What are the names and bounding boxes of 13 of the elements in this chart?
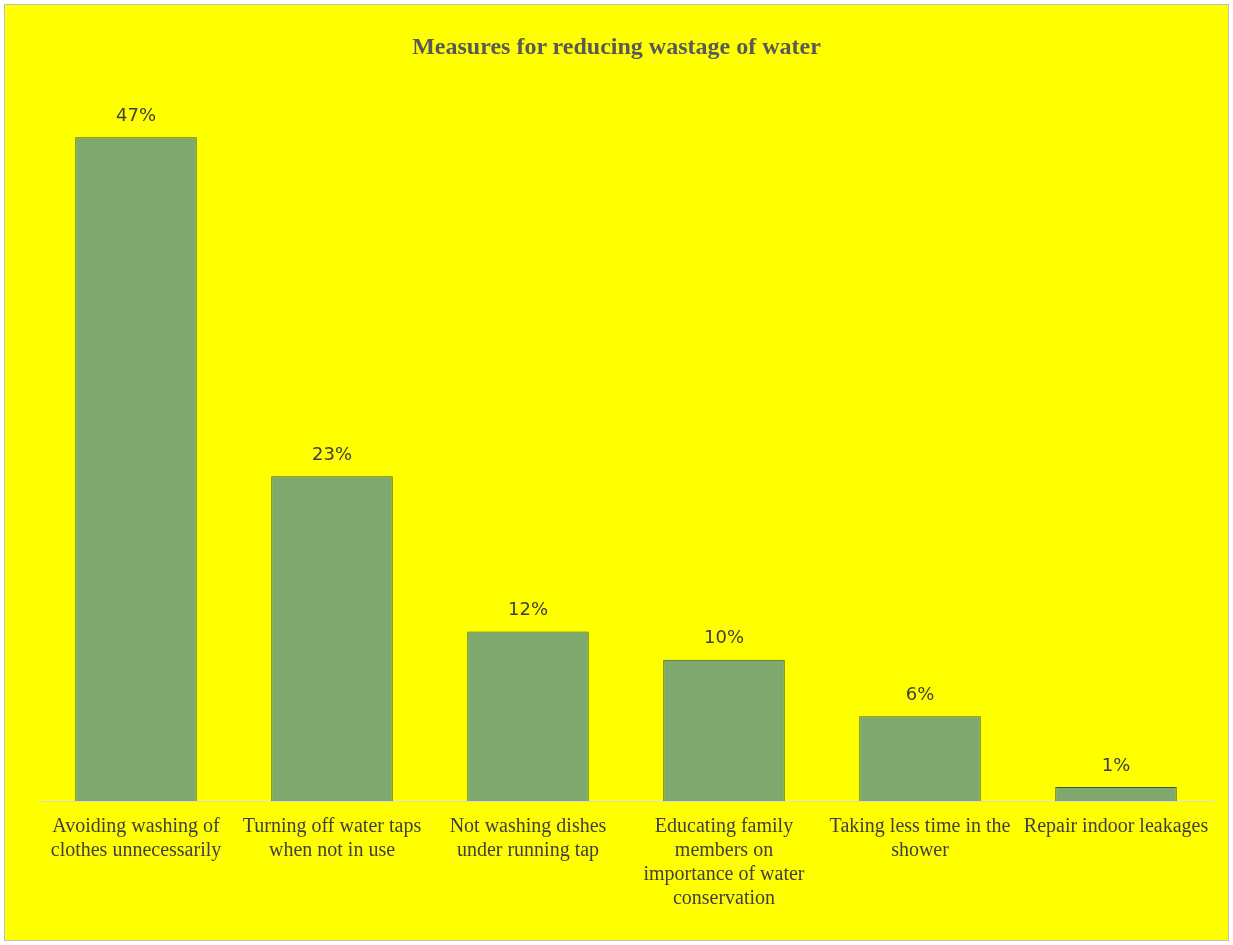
data-label: 12% (507, 598, 549, 620)
x-tick-label: Repair indoor leakages (1023, 814, 1209, 838)
x-tick-label: Turning off water taps when not in use (242, 814, 422, 861)
x-tick-label: Educating family members on importance of water conservation (643, 814, 805, 909)
x-tick-label: Not washing dishes under running tap (449, 814, 607, 862)
x-tick-label: Avoiding washing of clothes unnecessarily (50, 814, 222, 862)
data-label: 10% (703, 626, 745, 648)
data-label: 1% (1101, 753, 1131, 775)
x-tick-label: Taking less time in the shower (829, 814, 1011, 861)
data-label: 6% (905, 682, 935, 704)
chart-title: Measures for reducing wastage of water (411, 33, 822, 60)
data-label: 47% (115, 104, 157, 126)
data-label: 23% (311, 442, 353, 464)
